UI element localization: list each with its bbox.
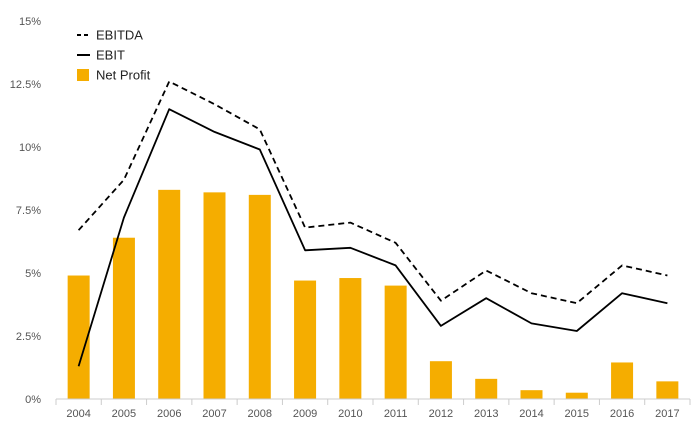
- ebit-line: [77, 108, 668, 367]
- y-tick-label: 15%: [19, 16, 41, 28]
- net-profit-bar-2008: [248, 194, 271, 399]
- net-profit-bar-2004: [67, 275, 90, 399]
- y-tick-label: 12.5%: [10, 79, 41, 91]
- legend: EBITDA EBIT Net Profit: [77, 28, 151, 83]
- net-profit-bar-2013: [475, 378, 498, 399]
- ebitda-legend-label: EBITDA: [96, 28, 143, 43]
- y-tick-label: 0%: [25, 394, 41, 406]
- net-profit-bar-2006: [158, 189, 181, 399]
- net-profit-legend-swatch: [77, 69, 89, 81]
- x-tick-label: 2014: [519, 408, 543, 420]
- y-axis-labels: 0% 2.5% 5% 7.5% 10% 12.5% 15%: [10, 16, 41, 406]
- net-profit-bar-2016: [611, 362, 634, 399]
- net-profit-bar-2011: [384, 285, 407, 399]
- x-tick-label: 2017: [655, 408, 679, 420]
- net-profit-bar-2005: [112, 237, 135, 399]
- net-profit-bar-2015: [565, 392, 588, 399]
- y-tick-label: 7.5%: [16, 205, 41, 217]
- x-tick-label: 2013: [474, 408, 498, 420]
- ebitda-line: [77, 80, 668, 305]
- y-tick-label: 2.5%: [16, 331, 41, 343]
- net-profit-bar-2014: [520, 390, 543, 399]
- net-profit-legend-label: Net Profit: [96, 68, 151, 83]
- x-tick-label: 2012: [429, 408, 453, 420]
- y-tick-label: 5%: [25, 268, 41, 280]
- x-tick-label: 2007: [202, 408, 226, 420]
- x-tick-label: 2009: [293, 408, 317, 420]
- x-tick-label: 2004: [66, 408, 90, 420]
- x-tick-label: 2016: [610, 408, 634, 420]
- net-profit-bar-2009: [294, 280, 317, 399]
- ebit-legend-label: EBIT: [96, 48, 125, 63]
- x-tick-label: 2010: [338, 408, 362, 420]
- x-tick-label: 2008: [248, 408, 272, 420]
- net-profit-bar-2007: [203, 192, 226, 399]
- net-profit-bar-2010: [339, 278, 362, 399]
- y-tick-label: 10%: [19, 142, 41, 154]
- bars: [67, 189, 679, 399]
- net-profit-bar-2017: [656, 381, 679, 399]
- net-profit-bar-2012: [429, 361, 452, 399]
- x-tick-label: 2015: [565, 408, 589, 420]
- x-tick-label: 2005: [112, 408, 136, 420]
- x-tick-label: 2011: [384, 408, 408, 420]
- x-axis-ticks: 2004 2005 2006 2007 2008 2009 2010 2011 2012 2013…: [55, 399, 691, 420]
- lines: [77, 80, 668, 367]
- x-tick-label: 2006: [157, 408, 181, 420]
